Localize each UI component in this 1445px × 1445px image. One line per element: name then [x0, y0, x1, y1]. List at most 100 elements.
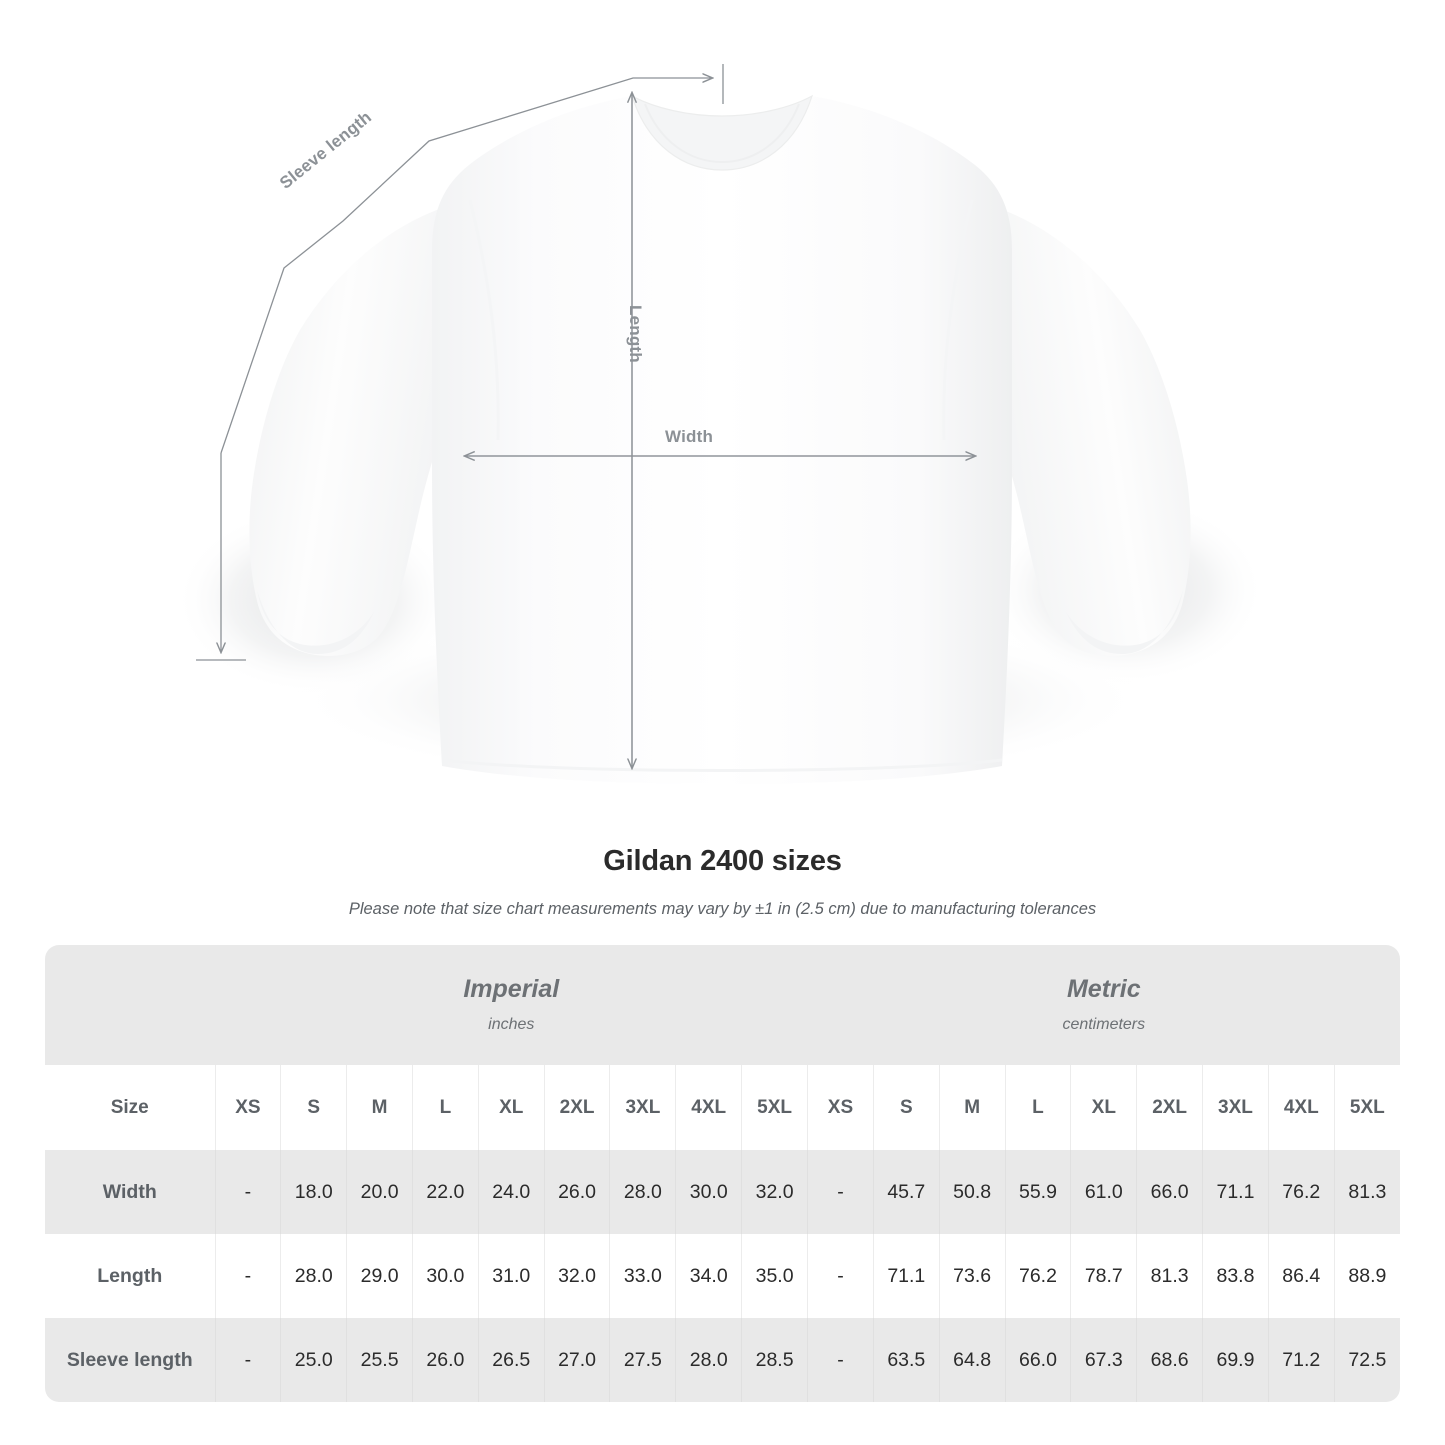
- column-header-2xl-metric: 2XL: [1136, 1065, 1203, 1150]
- cell-sleeve-length-l-imperial: 26.0: [411, 1318, 479, 1402]
- column-header-s-imperial: S: [280, 1065, 347, 1150]
- cell-width-2xl-metric: 66.0: [1136, 1150, 1203, 1234]
- hem-line: [441, 758, 1003, 772]
- cell-sleeve-length-5xl-imperial: 28.5: [741, 1318, 808, 1402]
- unit-group-imperial: Imperial inches: [215, 945, 808, 1065]
- cell-length-4xl-imperial: 34.0: [675, 1234, 742, 1318]
- column-header-2xl-imperial: 2XL: [543, 1065, 610, 1150]
- table-row: Length -28.0 29.0 30.0 31.0 32.0 33.0 34.0 35.0-…: [45, 1234, 1401, 1318]
- cell-length-m-imperial: 29.0: [346, 1234, 413, 1318]
- collar-inner: [644, 103, 800, 164]
- cell-length-xs-metric: -: [807, 1234, 874, 1318]
- cell-width-4xl-metric: 76.2: [1267, 1150, 1335, 1234]
- table-row: Sleeve length -25.0 25.5 26.0 26.5 27.0 27.5 28…: [45, 1318, 1401, 1402]
- unit-system-label: Imperial: [463, 975, 560, 1004]
- column-header-5xl-metric: 5XL: [1333, 1065, 1401, 1150]
- garment-illustration: Sleeve length Length Width: [175, 64, 1265, 785]
- column-header-3xl-metric: 3XL: [1202, 1065, 1269, 1150]
- cell-sleeve-length-3xl-imperial: 27.5: [609, 1318, 676, 1402]
- cell-width-xl-imperial: 24.0: [477, 1150, 545, 1234]
- cell-width-s-imperial: 18.0: [280, 1150, 347, 1234]
- column-header-xl-imperial: XL: [477, 1065, 545, 1150]
- cell-width-m-metric: 50.8: [938, 1150, 1006, 1234]
- width-measurement-label: Width: [665, 427, 714, 446]
- cell-width-l-imperial: 22.0: [411, 1150, 479, 1234]
- cell-sleeve-length-m-imperial: 25.5: [346, 1318, 413, 1402]
- sleeve-length-line: [220, 78, 712, 454]
- cell-sleeve-length-l-metric: 66.0: [1004, 1318, 1071, 1402]
- cell-sleeve-length-2xl-imperial: 27.0: [543, 1318, 610, 1402]
- cell-length-s-imperial: 28.0: [280, 1234, 347, 1318]
- column-header-s-metric: S: [872, 1065, 940, 1150]
- cell-length-2xl-imperial: 32.0: [543, 1234, 610, 1318]
- cell-length-3xl-imperial: 33.0: [609, 1234, 676, 1318]
- table-row: Width -18.0 20.0 22.0 24.0 26.0 28.0 30.0 32.0-4…: [45, 1150, 1401, 1234]
- column-header-xs-imperial: XS: [214, 1065, 281, 1150]
- column-header-5xl-imperial: 5XL: [741, 1065, 808, 1150]
- length-measurement-label: Length: [626, 305, 645, 363]
- cell-length-5xl-imperial: 35.0: [741, 1234, 808, 1318]
- unit-banner-row: Imperial inches Metric centimeters: [45, 945, 1401, 1065]
- cell-sleeve-length-5xl-metric: 72.5: [1333, 1318, 1401, 1402]
- cell-length-xl-imperial: 31.0: [477, 1234, 545, 1318]
- unit-measure-label: centimeters: [1062, 1015, 1146, 1033]
- right-sleeve: [960, 200, 1191, 656]
- column-header-4xl-imperial: 4XL: [675, 1065, 742, 1150]
- page-title: Gildan 2400 sizes: [603, 845, 842, 877]
- title-block: Gildan 2400 sizes Please note that size …: [0, 845, 1445, 919]
- garment-shape: [249, 94, 1191, 784]
- garment-svg: [175, 64, 1265, 785]
- unit-measure-label: inches: [488, 1015, 535, 1033]
- cell-width-l-metric: 55.9: [1004, 1150, 1071, 1234]
- cell-width-2xl-imperial: 26.0: [543, 1150, 610, 1234]
- cell-sleeve-length-xl-imperial: 26.5: [477, 1318, 545, 1402]
- cell-sleeve-length-4xl-metric: 71.2: [1267, 1318, 1335, 1402]
- cell-length-4xl-metric: 86.4: [1267, 1234, 1335, 1318]
- unit-banner-spacer: [45, 945, 215, 1065]
- cell-width-xs-imperial: -: [214, 1150, 281, 1234]
- cell-width-5xl-metric: 81.3: [1333, 1150, 1401, 1234]
- cell-width-m-imperial: 20.0: [346, 1150, 413, 1234]
- cell-width-xs-metric: -: [807, 1150, 874, 1234]
- column-header-l-metric: L: [1004, 1065, 1071, 1150]
- cell-sleeve-length-2xl-metric: 68.6: [1136, 1318, 1203, 1402]
- cell-sleeve-length-3xl-metric: 69.9: [1202, 1318, 1269, 1402]
- cell-length-m-metric: 73.6: [938, 1234, 1006, 1318]
- cell-sleeve-length-4xl-imperial: 28.0: [675, 1318, 742, 1402]
- body-fold-right: [942, 199, 974, 441]
- row-label-width: Width: [45, 1150, 215, 1234]
- size-chart-table-container: Imperial inches Metric centimeters Size XS S M…: [45, 945, 1401, 1402]
- cell-width-3xl-metric: 71.1: [1202, 1150, 1269, 1234]
- body-fold-left: [468, 199, 500, 441]
- cell-sleeve-length-m-metric: 64.8: [938, 1318, 1006, 1402]
- left-sleeve: [249, 200, 480, 656]
- column-header-m-metric: M: [938, 1065, 1006, 1150]
- column-header-3xl-imperial: 3XL: [609, 1065, 676, 1150]
- cell-length-3xl-metric: 83.8: [1202, 1234, 1269, 1318]
- column-header-4xl-metric: 4XL: [1267, 1065, 1335, 1150]
- cell-length-2xl-metric: 81.3: [1136, 1234, 1203, 1318]
- cell-length-5xl-metric: 88.9: [1333, 1234, 1401, 1318]
- size-header-row: Size XS S M L XL 2XL 3XL 4XL 5XL XS S M L XL 2XL 3XL 4XL 5…: [45, 1065, 1401, 1150]
- size-chart-table: Imperial inches Metric centimeters Size XS S M…: [45, 945, 1401, 1402]
- cell-length-xl-metric: 78.7: [1070, 1234, 1137, 1318]
- cell-sleeve-length-s-imperial: 25.0: [280, 1318, 347, 1402]
- shirt-body: [432, 96, 1012, 784]
- cell-width-4xl-imperial: 30.0: [675, 1150, 742, 1234]
- cell-sleeve-length-xs-imperial: -: [214, 1318, 281, 1402]
- column-header-m-imperial: M: [346, 1065, 413, 1150]
- cell-width-s-metric: 45.7: [872, 1150, 940, 1234]
- cell-length-l-metric: 76.2: [1004, 1234, 1071, 1318]
- measurement-guides: [196, 64, 975, 768]
- cell-sleeve-length-xl-metric: 67.3: [1070, 1318, 1137, 1402]
- cell-length-s-metric: 71.1: [872, 1234, 940, 1318]
- cell-sleeve-length-s-metric: 63.5: [872, 1318, 940, 1402]
- cell-length-l-imperial: 30.0: [411, 1234, 479, 1318]
- unit-group-metric: Metric centimeters: [807, 945, 1401, 1065]
- cell-sleeve-length-xs-metric: -: [807, 1318, 874, 1402]
- column-header-xs-metric: XS: [807, 1065, 874, 1150]
- column-header-l-imperial: L: [411, 1065, 479, 1150]
- unit-system-label: Metric: [1066, 975, 1141, 1004]
- row-label-length: Length: [45, 1234, 215, 1318]
- cell-width-3xl-imperial: 28.0: [609, 1150, 676, 1234]
